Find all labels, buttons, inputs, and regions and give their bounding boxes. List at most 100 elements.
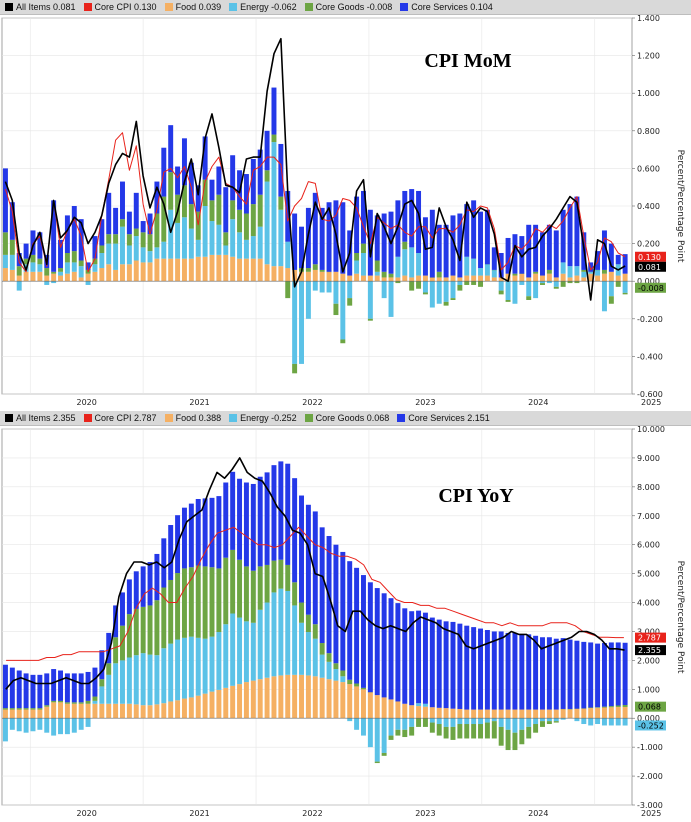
yoy-bar-core-goods	[595, 707, 601, 708]
mom-bar-core-goods	[354, 253, 360, 261]
yoy-bar-food	[422, 706, 428, 719]
mom-bar-energy	[436, 281, 442, 304]
mom-bar-food	[181, 258, 187, 282]
mom-bar-food	[154, 258, 160, 282]
yoy-bar-food	[478, 709, 484, 719]
mom-bar-food	[402, 275, 408, 282]
mom-bar-energy	[601, 281, 607, 312]
yoy-bar-energy	[85, 718, 91, 727]
yoy-bar-core-services	[478, 628, 484, 710]
mom-bar-energy	[540, 281, 545, 284]
mom-bar-energy	[512, 281, 518, 304]
yoy-legend-item-core-services: Core Services 2.151	[397, 411, 490, 425]
yoy-bar-energy	[2, 718, 8, 742]
yoy-legend-item-core-goods: Core Goods 0.068	[304, 411, 389, 425]
yoy-bar-energy	[519, 718, 525, 730]
mom-bar-core-services	[326, 202, 332, 272]
mom-bar-food	[23, 271, 29, 282]
mom-bar-food	[175, 258, 181, 282]
yoy-bar-energy	[16, 718, 22, 732]
yoy-bar-core-services	[44, 673, 50, 706]
yoy-bar-core-goods	[23, 708, 29, 710]
mom-bar-food	[526, 277, 532, 282]
yoy-bar-core-services	[560, 638, 566, 709]
mom-bar-core-services	[450, 215, 456, 276]
mom-bar-energy	[567, 266, 573, 278]
yoy-bar-core-services	[608, 642, 614, 707]
yoy-bar-core-services	[209, 497, 215, 568]
mom-bar-energy	[608, 281, 614, 297]
yoy-bar-core-goods	[216, 568, 222, 633]
mom-bar-food	[622, 273, 628, 282]
yoy-bar-food	[471, 709, 477, 719]
yoy-bar-core-goods	[154, 600, 160, 656]
mom-bar-core-goods	[422, 292, 428, 295]
yoy-bar-core-services	[140, 566, 146, 607]
yoy-bar-core-services	[402, 608, 408, 704]
mom-bar-energy	[195, 239, 201, 257]
yoy-bar-energy	[402, 718, 408, 730]
yoy-bar-core-goods	[333, 663, 339, 670]
mom-bar-food	[588, 273, 594, 282]
mom-bar-energy	[622, 281, 628, 293]
yoy-bar-core-goods	[2, 708, 8, 710]
yoy-bar-energy	[464, 718, 470, 725]
yoy-bar-core-services	[58, 670, 64, 701]
mom-bar-energy	[422, 281, 428, 293]
yoy-bar-core-goods	[443, 726, 449, 739]
mom-bar-energy	[471, 258, 477, 276]
yoy-bar-energy	[37, 718, 43, 730]
mom-bar-energy	[429, 281, 435, 308]
mom-bar-core-services	[271, 87, 277, 135]
yoy-bar-core-services	[553, 638, 559, 710]
yoy-y-tick-label: 4.000	[637, 599, 660, 608]
mom-legend-label: Core CPI 0.130	[94, 2, 157, 12]
yoy-legend-swatch	[229, 414, 238, 422]
mom-bar-food	[285, 268, 291, 282]
yoy-bar-food	[175, 700, 181, 719]
yoy-bar-food	[367, 692, 373, 719]
yoy-bar-core-goods	[519, 729, 525, 745]
mom-bar-food	[484, 275, 490, 282]
yoy-bar-food	[264, 677, 270, 719]
mom-bar-core-goods	[23, 258, 29, 265]
mom-bar-food	[216, 254, 222, 282]
mom-bar-core-services	[264, 130, 270, 171]
yoy-bar-core-goods	[71, 702, 77, 704]
yoy-y-tick-label: 1.000	[637, 685, 660, 694]
yoy-bar-core-goods	[85, 700, 91, 704]
mom-bar-energy	[360, 253, 366, 276]
mom-bar-food	[319, 271, 325, 282]
mom-bar-energy	[113, 243, 119, 270]
yoy-bar-core-services	[188, 503, 194, 568]
yoy-bar-core-services	[574, 640, 580, 709]
mom-bar-core-services	[574, 196, 580, 267]
mom-bar-core-services	[133, 192, 139, 229]
yoy-bar-core-goods	[526, 726, 532, 739]
mom-bar-food	[126, 264, 132, 282]
mom-bar-core-services	[533, 224, 539, 272]
yoy-bar-energy	[120, 660, 125, 704]
yoy-bar-core-services	[2, 664, 8, 709]
yoy-bar-core-services	[429, 617, 435, 708]
yoy-legend-label: Core CPI 2.787	[94, 413, 157, 423]
yoy-bar-food	[553, 709, 559, 719]
mom-bar-energy	[257, 226, 263, 259]
yoy-bar-core-services	[546, 637, 552, 710]
mom-bar-food	[615, 275, 621, 282]
mom-bar-core-services	[471, 200, 477, 259]
yoy-value-tag	[635, 701, 666, 712]
yoy-bar-energy	[264, 602, 270, 678]
mom-bar-food	[553, 277, 559, 282]
yoy-bar-energy	[147, 654, 153, 706]
mom-bar-food	[51, 273, 57, 282]
yoy-bar-food	[505, 709, 511, 719]
mom-y-tick-label: 1.400	[637, 15, 660, 23]
mom-y-tick-label: 1.200	[637, 52, 660, 61]
yoy-bar-core-services	[622, 642, 628, 705]
cpi-mom-panel: All Items 0.081 Core CPI 0.130 Food 0.039 E…	[0, 0, 691, 407]
mom-bar-core-goods	[416, 281, 422, 289]
yoy-bar-food	[608, 707, 614, 719]
yoy-legend-label: Food 0.388	[175, 413, 222, 423]
yoy-bar-energy	[64, 718, 70, 735]
